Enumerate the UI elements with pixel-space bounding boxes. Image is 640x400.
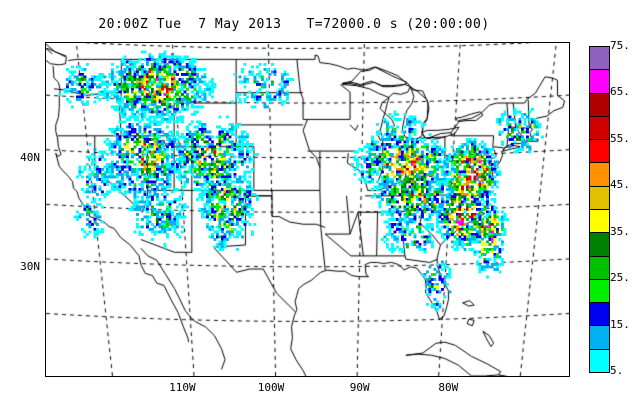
colorbar-band-70 xyxy=(590,47,609,71)
y-axis-tick-40n: 40N xyxy=(20,150,40,164)
colorbar-band-50 xyxy=(590,140,609,164)
colorbar-band-10 xyxy=(590,326,609,350)
colorbar-tick-55: 55. xyxy=(610,131,630,145)
colorbar-tick-65: 65. xyxy=(610,85,630,99)
colorbar-tick-35: 35. xyxy=(610,224,630,238)
map-plot-area xyxy=(45,42,570,377)
reflectivity-colorbar xyxy=(589,46,610,373)
colorbar-band-40 xyxy=(590,186,609,211)
colorbar-band-5 xyxy=(590,349,609,372)
x-axis-tick-100w: 100W xyxy=(257,381,285,394)
colorbar-band-20 xyxy=(590,279,609,304)
x-axis-tick-110w: 110W xyxy=(169,381,196,394)
page-title: 20:00Z Tue 7 May 2013 T=72000.0 s (20:00… xyxy=(98,17,490,32)
colorbar-band-30 xyxy=(590,233,609,257)
colorbar-tick-5: 5. xyxy=(610,364,624,377)
colorbar-band-25 xyxy=(590,256,609,280)
colorbar-tick-75: 75. xyxy=(610,39,630,52)
radar-reflectivity-canvas xyxy=(46,43,569,376)
colorbar-tick-15: 15. xyxy=(610,317,630,331)
y-axis-tick-30n: 30N xyxy=(20,259,40,273)
x-axis-tick-80w: 80W xyxy=(438,381,459,394)
colorbar-band-15 xyxy=(590,303,609,327)
colorbar-band-45 xyxy=(590,163,609,187)
colorbar-tick-25: 25. xyxy=(610,271,630,285)
colorbar-tick-labels: 5. 15. 25. 35. 45. 55. 65. 75. xyxy=(610,39,640,380)
x-axis-tick-90w: 90W xyxy=(349,381,370,394)
colorbar-band-65 xyxy=(590,70,609,94)
colorbar-band-60 xyxy=(590,93,609,117)
colorbar-band-35 xyxy=(590,210,609,234)
colorbar-band-55 xyxy=(590,116,609,141)
colorbar-tick-45: 45. xyxy=(610,178,630,192)
